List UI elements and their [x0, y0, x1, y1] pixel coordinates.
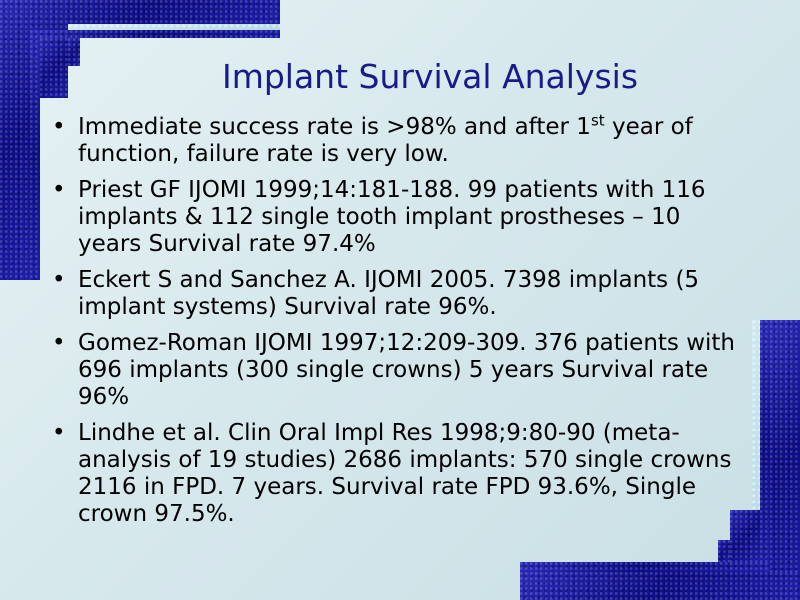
bullet-dot-icon: •: [52, 267, 66, 293]
bullet-superscript: st: [590, 111, 605, 130]
frame-right-bar: [770, 320, 800, 600]
bullet-text-1-start: Immediate success rate is >98% and after…: [78, 114, 591, 140]
frame-step-bottom-right: [730, 510, 760, 562]
bullet-list: • Immediate success rate is >98% and afte…: [50, 111, 740, 537]
frame-left-bar: [0, 0, 30, 280]
bullet-item-4: • Gomez-Roman IJOMI 1997;12:209-309. 376 …: [50, 330, 740, 411]
frame-step-top-left: [40, 38, 68, 98]
frame-light-strip-top: [68, 24, 280, 34]
frame-light-strip-right: [752, 320, 760, 562]
frame-inner-top-bar: [30, 30, 280, 38]
bullet-dot-icon: •: [52, 114, 66, 140]
frame-inner-bottom-bar: [520, 562, 770, 572]
frame-bottom-bar: [520, 572, 800, 600]
frame-step-bottom-right-small: [718, 540, 730, 562]
bullet-text-5: Lindhe et al. Clin Oral Impl Res 1998;9:…: [78, 420, 732, 527]
bullet-text-1-end: year of function, failure rate is very l…: [78, 114, 693, 167]
bullet-text-4: Gomez-Roman IJOMI 1997;12:209-309. 376 p…: [78, 330, 736, 410]
frame-inner-left-bar: [30, 30, 40, 280]
bullet-text-3: Eckert S and Sanchez A. IJOMI 2005. 7398…: [78, 267, 700, 320]
bullet-item-2: • Priest GF IJOMI 1999;14:181-188. 99 pat…: [50, 177, 740, 258]
frame-inner-right-bar: [760, 320, 770, 572]
frame-top-bar: [0, 0, 280, 30]
bullet-item-5: • Lindhe et al. Clin Oral Impl Res 1998;9…: [50, 420, 740, 528]
bullet-dot-icon: •: [52, 330, 66, 356]
frame-step-top-left-small: [68, 38, 80, 66]
bullet-dot-icon: •: [52, 177, 66, 203]
bullet-item-1: • Immediate success rate is >98% and afte…: [50, 111, 740, 168]
slide-title: Implant Survival Analysis: [221, 57, 639, 96]
bullet-item-3: • Eckert S and Sanchez A. IJOMI 2005. 739…: [50, 267, 740, 321]
bullet-dot-icon: •: [52, 420, 66, 446]
bullet-text-2: Priest GF IJOMI 1999;14:181-188. 99 pati…: [78, 177, 706, 257]
